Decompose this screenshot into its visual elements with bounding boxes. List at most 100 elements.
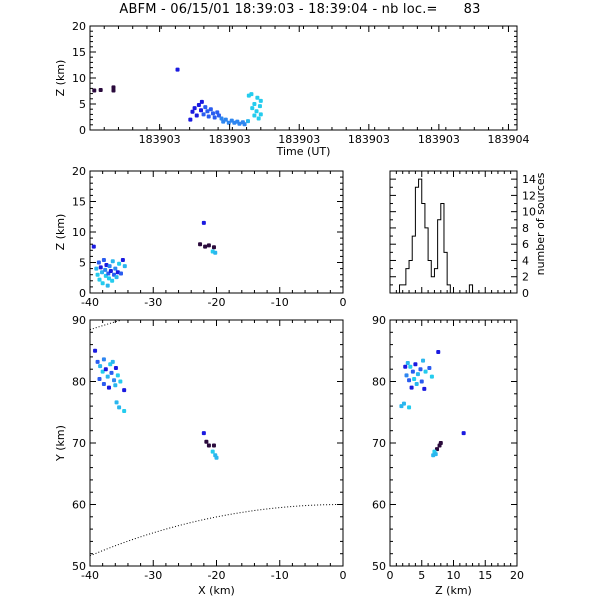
z-y-view-point [413, 362, 418, 367]
plan-view-point [201, 431, 206, 436]
x-height-point [201, 220, 206, 225]
z-y-view-point [414, 381, 419, 386]
time-height-point [257, 104, 262, 109]
time-height-point [201, 112, 206, 117]
time-height-point [196, 103, 201, 108]
x-height-point [103, 267, 108, 272]
plan-view-ytick-label: 70 [72, 437, 86, 450]
z-y-view-point [436, 349, 441, 354]
x-height-point [94, 266, 99, 271]
time-height-xtick-label: 183903 [418, 133, 460, 146]
plan-view-ylabel: Y (km) [54, 425, 67, 462]
plan-view-xtick-label: -10 [271, 569, 289, 582]
height-histogram-ytick-label: 2 [522, 271, 529, 284]
x-height-point [100, 270, 105, 275]
time-height-ytick-label: 10 [72, 72, 86, 85]
plan-view-point [106, 385, 111, 390]
plan-view-xtick-label: -20 [208, 569, 226, 582]
plan-view-point [112, 378, 117, 383]
z-y-view-frame [389, 319, 518, 567]
z-y-view-ytick-label: 80 [372, 376, 386, 389]
x-height-point [100, 281, 105, 286]
x-height-point [105, 283, 110, 288]
height-histogram-ytick-label: 8 [522, 222, 529, 235]
z-y-view-xlabel: Z (km) [435, 584, 472, 597]
plan-view-ytick-label: 80 [72, 376, 86, 389]
time-height-point [175, 67, 180, 72]
x-height-point [106, 276, 111, 281]
time-height-point [215, 110, 220, 115]
x-height-point [213, 250, 218, 255]
time-height-point [223, 117, 228, 122]
x-height-xtick-label: 0 [340, 296, 347, 309]
plan-view-point [118, 379, 123, 384]
height-histogram-ylabel: number of sources [534, 172, 547, 275]
z-y-view-point [419, 379, 424, 384]
plan-view-point [109, 370, 114, 375]
plan-view-point [93, 348, 98, 353]
z-y-view-point [409, 385, 414, 390]
plan-view-ytick-label: 90 [72, 314, 86, 327]
z-y-view-point [423, 369, 428, 374]
x-height-point [114, 275, 119, 280]
z-y-view-point [422, 386, 427, 391]
time-height-bg [90, 26, 517, 130]
z-y-view-point [405, 361, 410, 366]
time-height-point [258, 98, 263, 103]
x-height-point [107, 264, 112, 269]
x-height-ylabel: Z (km) [54, 214, 67, 251]
z-y-view-point [407, 378, 412, 383]
z-y-view-point [433, 452, 438, 457]
time-height-point [252, 102, 257, 106]
plan-view-point [114, 400, 119, 405]
time-height-ytick-label: 0 [79, 124, 86, 137]
time-height-point [190, 109, 195, 114]
plan-view-point [113, 383, 118, 388]
z-y-view-point [429, 374, 434, 379]
time-height-ytick-label: 5 [79, 98, 86, 111]
plan-view-point [122, 409, 127, 414]
plan-view-xtick-label: -40 [81, 569, 99, 582]
plan-view-point [211, 443, 216, 448]
z-y-view-point [403, 364, 408, 369]
x-height-point [98, 265, 103, 270]
time-height-point [216, 113, 221, 118]
x-height-ytick-label: 20 [72, 165, 86, 178]
x-height-xtick-label: -40 [81, 296, 99, 309]
x-height-xtick-label: -20 [208, 296, 226, 309]
plan-view-frame [89, 319, 344, 567]
plan-view-point [98, 364, 103, 369]
time-height-point [111, 88, 116, 93]
z-y-view-point [408, 364, 413, 369]
x-height-point [198, 242, 203, 247]
x-height-point [110, 259, 115, 264]
time-height-point [111, 85, 116, 90]
z-y-view-point [407, 405, 412, 410]
z-y-view-point [410, 369, 415, 374]
x-height-point [206, 243, 211, 248]
x-height-point [115, 270, 120, 275]
plan-view-range-ring [90, 504, 343, 557]
z-y-view-point [399, 404, 404, 409]
height-histogram-ytick-label: 14 [522, 173, 536, 186]
time-height-point [245, 119, 250, 124]
time-height-point [258, 112, 263, 117]
time-height-point [199, 99, 204, 104]
time-height-point [199, 108, 204, 113]
time-height-xtick-label: 183903 [348, 133, 390, 146]
x-height-point [118, 271, 123, 276]
height-histogram-ytick-label: 4 [522, 254, 529, 267]
time-height-xtick-label: 183904 [487, 133, 529, 146]
time-height-point [203, 105, 208, 110]
time-height-point [219, 116, 224, 121]
z-y-view-xtick-label: 0 [387, 569, 394, 582]
plan-view-point [113, 365, 118, 370]
plan-view-point [100, 369, 105, 374]
x-height-point [101, 258, 106, 263]
x-height-point [104, 262, 109, 267]
time-height-point [212, 115, 217, 120]
time-height-point [256, 116, 261, 121]
time-height-ytick-label: 20 [72, 20, 86, 33]
plan-view-point [101, 357, 106, 362]
